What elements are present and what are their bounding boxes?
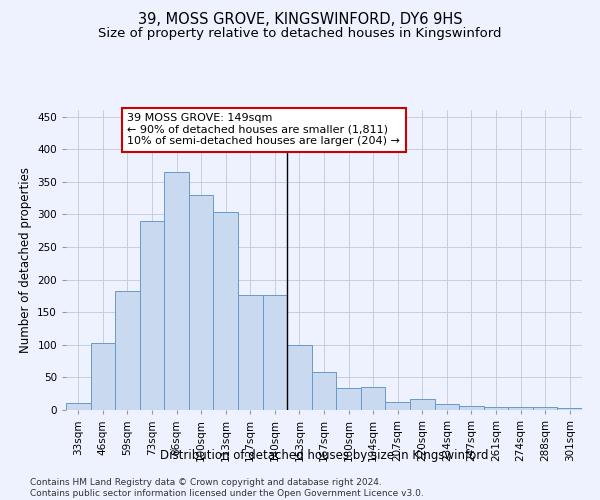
Bar — [361, 387, 385, 410]
Bar — [312, 372, 336, 410]
Bar — [214, 212, 238, 410]
Bar — [140, 221, 164, 410]
Y-axis label: Number of detached properties: Number of detached properties — [19, 167, 32, 353]
Text: Contains HM Land Registry data © Crown copyright and database right 2024.
Contai: Contains HM Land Registry data © Crown c… — [30, 478, 424, 498]
Bar — [66, 404, 91, 410]
Bar — [508, 408, 533, 410]
Bar — [484, 406, 508, 410]
Text: 39 MOSS GROVE: 149sqm
← 90% of detached houses are smaller (1,811)
10% of semi-d: 39 MOSS GROVE: 149sqm ← 90% of detached … — [127, 114, 400, 146]
Bar — [115, 290, 140, 410]
Bar — [91, 343, 115, 410]
Text: Size of property relative to detached houses in Kingswinford: Size of property relative to detached ho… — [98, 28, 502, 40]
Bar — [410, 399, 434, 410]
Text: 39, MOSS GROVE, KINGSWINFORD, DY6 9HS: 39, MOSS GROVE, KINGSWINFORD, DY6 9HS — [137, 12, 463, 28]
Bar — [164, 172, 189, 410]
Bar — [533, 408, 557, 410]
Bar — [336, 388, 361, 410]
Bar — [189, 195, 214, 410]
Bar — [287, 345, 312, 410]
Bar — [557, 408, 582, 410]
Bar — [459, 406, 484, 410]
Bar — [434, 404, 459, 410]
Bar — [385, 402, 410, 410]
Bar — [263, 294, 287, 410]
Text: Distribution of detached houses by size in Kingswinford: Distribution of detached houses by size … — [160, 448, 488, 462]
Bar — [238, 294, 263, 410]
